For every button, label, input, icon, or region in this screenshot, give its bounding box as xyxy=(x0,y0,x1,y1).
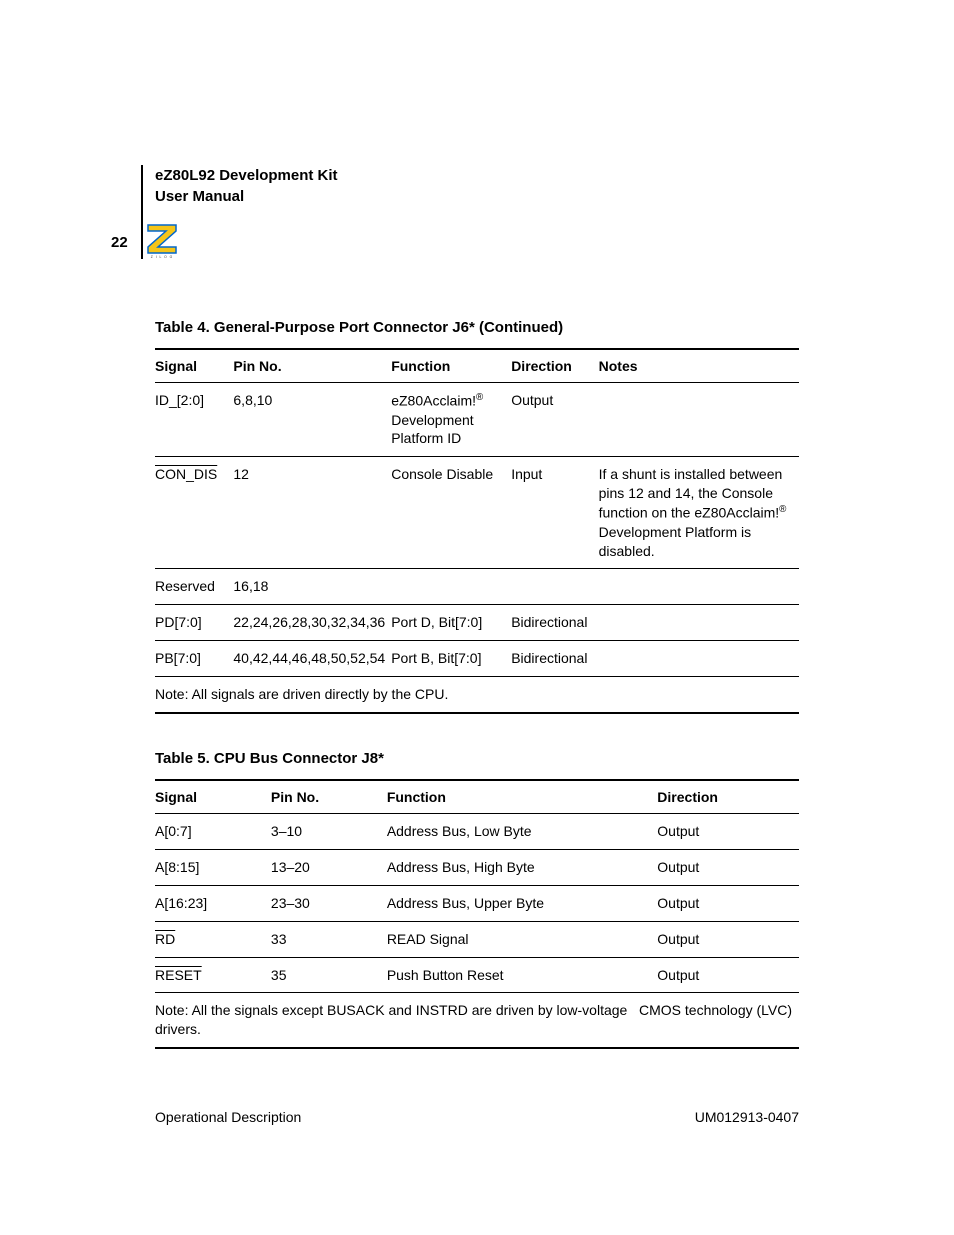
cell-function: READ Signal xyxy=(387,921,657,957)
table1-col-signal: Signal xyxy=(155,349,233,383)
table1-title: Table 4. General-Purpose Port Connector … xyxy=(155,319,799,336)
footer-section: Operational Description xyxy=(155,1109,301,1125)
cell-signal: ID_[2:0] xyxy=(155,383,233,457)
cell-direction: Output xyxy=(657,921,799,957)
table-row: A[16:23]23–30Address Bus, Upper ByteOutp… xyxy=(155,885,799,921)
table-row: RESET35Push Button ResetOutput xyxy=(155,957,799,993)
cell-direction: Output xyxy=(657,849,799,885)
table1-col-direction: Direction xyxy=(511,349,598,383)
cell-function: Push Button Reset xyxy=(387,957,657,993)
cell-signal: CON_DIS xyxy=(155,457,233,569)
table-row: RD33READ SignalOutput xyxy=(155,921,799,957)
cell-notes xyxy=(599,605,799,641)
table-row: A[0:7]3–10Address Bus, Low ByteOutput xyxy=(155,814,799,850)
table1-note-row: Note: All signals are driven directly by… xyxy=(155,677,799,713)
table1-col-notes: Notes xyxy=(599,349,799,383)
cell-signal: PD[7:0] xyxy=(155,605,233,641)
cell-function: Port D, Bit[7:0] xyxy=(391,605,511,641)
table-row: A[8:15]13–20Address Bus, High ByteOutput xyxy=(155,849,799,885)
table1-header-row: Signal Pin No. Function Direction Notes xyxy=(155,349,799,383)
table-row: Reserved16,18 xyxy=(155,569,799,605)
cell-function: Console Disable xyxy=(391,457,511,569)
table-row: PD[7:0]22,24,26,28,30,32,34,36Port D, Bi… xyxy=(155,605,799,641)
cell-signal: RESET xyxy=(155,957,271,993)
table-row: ID_[2:0]6,8,10eZ80Acclaim!® Development … xyxy=(155,383,799,457)
page-number: 22 xyxy=(111,234,128,251)
cell-direction: Input xyxy=(511,457,598,569)
table-row: CON_DIS12Console DisableInputIf a shunt … xyxy=(155,457,799,569)
zilog-logo-icon: Z I L O G xyxy=(142,219,182,259)
table1-col-pin: Pin No. xyxy=(233,349,391,383)
table2-header-row: Signal Pin No. Function Direction xyxy=(155,780,799,814)
table2: Signal Pin No. Function Direction A[0:7]… xyxy=(155,779,799,1049)
document-header: eZ80L92 Development Kit User Manual 22 Z… xyxy=(155,165,799,259)
doc-title-line2: User Manual xyxy=(155,186,799,207)
cell-function: Address Bus, Low Byte xyxy=(387,814,657,850)
cell-function: Port B, Bit[7:0] xyxy=(391,641,511,677)
cell-function: Address Bus, Upper Byte xyxy=(387,885,657,921)
doc-title-line1: eZ80L92 Development Kit xyxy=(155,165,799,186)
cell-pin: 12 xyxy=(233,457,391,569)
table2-col-direction: Direction xyxy=(657,780,799,814)
cell-signal: A[8:15] xyxy=(155,849,271,885)
cell-pin: 22,24,26,28,30,32,34,36 xyxy=(233,605,391,641)
cell-direction xyxy=(511,569,598,605)
header-divider xyxy=(141,165,143,259)
cell-signal: RD xyxy=(155,921,271,957)
cell-function: Address Bus, High Byte xyxy=(387,849,657,885)
cell-notes xyxy=(599,569,799,605)
cell-pin: 35 xyxy=(271,957,387,993)
page-footer: Operational Description UM012913-0407 xyxy=(155,1109,799,1125)
cell-pin: 3–10 xyxy=(271,814,387,850)
cell-function xyxy=(391,569,511,605)
table2-note: Note: All the signals except BUSACK and … xyxy=(155,993,799,1048)
cell-direction: Output xyxy=(657,957,799,993)
table2-title: Table 5. CPU Bus Connector J8* xyxy=(155,750,799,767)
cell-signal: A[0:7] xyxy=(155,814,271,850)
cell-pin: 16,18 xyxy=(233,569,391,605)
cell-pin: 13–20 xyxy=(271,849,387,885)
cell-signal: PB[7:0] xyxy=(155,641,233,677)
cell-signal: Reserved xyxy=(155,569,233,605)
cell-pin: 33 xyxy=(271,921,387,957)
cell-pin: 23–30 xyxy=(271,885,387,921)
table1: Signal Pin No. Function Direction Notes … xyxy=(155,348,799,714)
cell-direction: Output xyxy=(657,814,799,850)
table1-col-function: Function xyxy=(391,349,511,383)
cell-notes: If a shunt is installed between pins 12 … xyxy=(599,457,799,569)
cell-notes xyxy=(599,383,799,457)
cell-signal: A[16:23] xyxy=(155,885,271,921)
table1-note: Note: All signals are driven directly by… xyxy=(155,677,799,713)
cell-direction: Output xyxy=(657,885,799,921)
footer-docnum: UM012913-0407 xyxy=(695,1109,799,1125)
cell-direction: Bidirectional xyxy=(511,641,598,677)
cell-function: eZ80Acclaim!® Development Platform ID xyxy=(391,383,511,457)
cell-direction: Bidirectional xyxy=(511,605,598,641)
cell-notes xyxy=(599,641,799,677)
table2-note-row: Note: All the signals except BUSACK and … xyxy=(155,993,799,1048)
table2-col-pin: Pin No. xyxy=(271,780,387,814)
cell-pin: 6,8,10 xyxy=(233,383,391,457)
table-row: PB[7:0]40,42,44,46,48,50,52,54Port B, Bi… xyxy=(155,641,799,677)
table2-col-function: Function xyxy=(387,780,657,814)
cell-direction: Output xyxy=(511,383,598,457)
cell-pin: 40,42,44,46,48,50,52,54 xyxy=(233,641,391,677)
table2-col-signal: Signal xyxy=(155,780,271,814)
svg-text:Z I L O G: Z I L O G xyxy=(150,255,172,259)
